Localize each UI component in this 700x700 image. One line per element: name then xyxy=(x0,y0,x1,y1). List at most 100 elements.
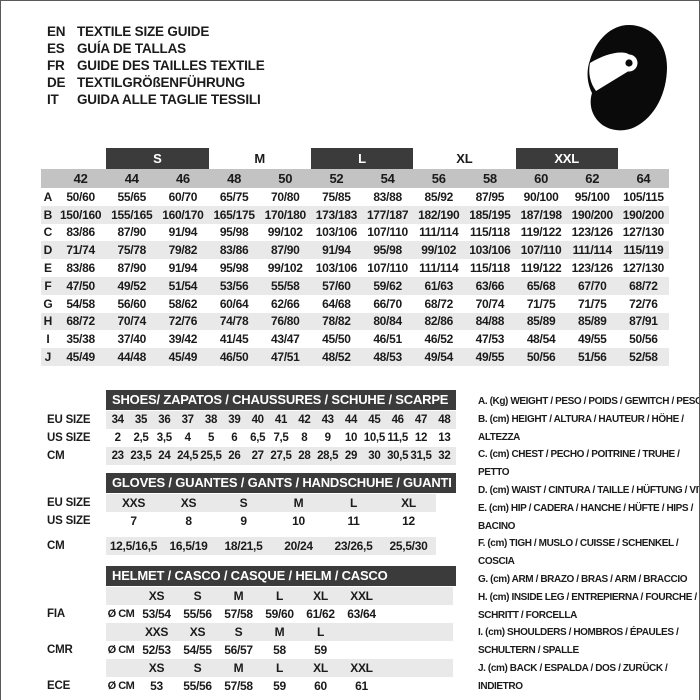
legend-item: E. (cm) HIP / CADERA / HANCHE / HÜFTE / … xyxy=(478,502,693,532)
helmet-cm-value: 55/56 xyxy=(183,607,212,621)
numeric-size-row: 42 44 46 48 50 52 54 56 58 60 62 64 xyxy=(41,169,669,188)
textile-measurement-rows: A 50/60 55/65 60/70 65/75 70/80 75/85 83/88 85/9… xyxy=(41,188,669,366)
shoe-us-size-value: 11,5 xyxy=(387,432,408,444)
shoes-us-row: 2 2,5 3,5 4 5 6 6,5 7,5 8 9 10 10,5 11,5 12 13 xyxy=(106,429,456,447)
measurement-value: 46/52 xyxy=(424,332,453,347)
shoe-us-size-value: 7,5 xyxy=(273,432,289,444)
measurement-value: 190/200 xyxy=(622,207,665,222)
numeric-size-label: 52 xyxy=(329,171,344,186)
shoe-cm-value: 26 xyxy=(228,450,241,462)
measurement-value: 57/60 xyxy=(322,278,351,293)
shoe-eu-size-value: 37 xyxy=(181,414,195,426)
measurement-value: 103/106 xyxy=(315,225,358,240)
helmet-size-label: XL xyxy=(313,661,328,675)
measurement-value: 46/50 xyxy=(219,350,249,365)
row-letter: I xyxy=(46,332,50,347)
diameter-unit-label: Ø CM xyxy=(107,608,135,620)
measurement-value: 107/110 xyxy=(367,225,408,240)
measurement-value: 119/122 xyxy=(520,225,562,240)
glove-eu-size-value: XS xyxy=(180,496,197,510)
measurement-value: 50/56 xyxy=(629,332,658,347)
measurement-value: 91/94 xyxy=(168,261,198,276)
measurement-value: 37/40 xyxy=(117,332,146,347)
shoe-eu-size-value: 42 xyxy=(298,414,311,426)
measurement-value: 48/53 xyxy=(373,350,402,365)
measurement-value: 165/175 xyxy=(213,207,255,222)
shoe-us-size-value: 4 xyxy=(184,432,191,444)
measurement-value: 95/100 xyxy=(574,189,610,204)
measurement-legend: A. (Kg) WEIGHT / PESO / POIDS / GEWITCH … xyxy=(478,393,699,696)
shoe-eu-size-value: 38 xyxy=(204,414,218,426)
shoe-cm-value: 28,5 xyxy=(317,450,339,462)
gloves-section-title: GLOVES / GUANTES / GANTS / HANDSCHUHE / … xyxy=(112,475,452,490)
glove-cm-value: 25,5/30 xyxy=(389,539,428,553)
measurement-value: 127/130 xyxy=(622,225,665,240)
shoe-cm-value: 30,5 xyxy=(387,450,409,462)
helmet-size-label: L xyxy=(316,625,325,639)
numeric-size-label: 64 xyxy=(636,171,651,186)
glove-eu-size-value: L xyxy=(349,496,358,510)
measurement-value: 65/75 xyxy=(219,189,249,204)
measurement-value: 71/74 xyxy=(66,243,95,258)
shoes-section-header: SHOES/ ZAPATOS / CHAUSSURES / SCHUHE / S… xyxy=(106,390,456,410)
glove-us-size-value: 10 xyxy=(292,514,305,528)
measurement-value: 87/91 xyxy=(629,314,658,329)
size-band-m: M xyxy=(254,151,265,166)
legend-item: F. (cm) TIGH / MUSLO / CUISSE / SCHENKEL… xyxy=(478,538,679,568)
measurement-value: 82/86 xyxy=(424,314,453,329)
measurement-row-a: A 50/60 55/65 60/70 65/75 70/80 75/85 83/88 85/9… xyxy=(41,188,669,206)
guide-title: GUÍA DE TALLAS xyxy=(77,41,186,56)
measurement-value: 49/54 xyxy=(424,350,453,365)
shoe-us-size-value: 10 xyxy=(344,432,358,444)
numeric-size-label: 42 xyxy=(73,171,88,186)
measurement-value: 70/74 xyxy=(117,314,146,329)
language-code: IT xyxy=(47,92,59,107)
measurement-value: 150/160 xyxy=(59,207,102,222)
shoe-us-size-value: 6,5 xyxy=(250,432,266,444)
helmet-size-row-fia: XS S M L XL XXL xyxy=(106,587,453,605)
shoe-eu-size-value: 36 xyxy=(158,414,171,426)
shoe-eu-size-value: 46 xyxy=(391,414,405,426)
measurement-value: 55/65 xyxy=(117,189,146,204)
measurement-value: 50/56 xyxy=(526,350,556,365)
measurement-value: 46/51 xyxy=(373,332,402,347)
helmet-size-label: XXL xyxy=(350,589,373,603)
legend-item: G. (cm) ARM / BRAZO / BRAS / ARM / BRACC… xyxy=(478,573,688,585)
measurement-value: 47/53 xyxy=(475,332,505,347)
helmet-cm-value: 63/64 xyxy=(347,607,376,621)
helmet-size-label: S xyxy=(193,589,202,603)
helmet-cm-value: 59 xyxy=(314,643,327,657)
measurement-value: 170/180 xyxy=(264,207,307,222)
helmet-size-label: M xyxy=(274,625,285,639)
shoe-eu-size-value: 48 xyxy=(438,414,451,426)
measurement-value: 51/54 xyxy=(168,278,198,293)
measurement-value: 95/98 xyxy=(373,243,402,258)
measurement-value: 72/76 xyxy=(168,314,198,329)
language-row: FR GUIDE DES TAILLES TEXTILE xyxy=(47,57,265,74)
measurement-value: 60/64 xyxy=(219,296,249,311)
language-title-list: EN TEXTILE SIZE GUIDE ES GUÍA DE TALLAS FR GU… xyxy=(47,23,265,108)
measurement-value: 56/60 xyxy=(117,296,146,311)
diameter-unit-label: Ø CM xyxy=(107,644,135,656)
measurement-value: 80/84 xyxy=(373,314,402,329)
shoes-cm-label: CM xyxy=(47,450,65,462)
measurement-value: 83/88 xyxy=(373,189,402,204)
shoe-eu-size-value: 44 xyxy=(344,414,358,426)
diameter-unit-label: Ø CM xyxy=(107,680,135,692)
shoes-us-size-label: US SIZE xyxy=(47,432,91,444)
measurement-value: 71/75 xyxy=(577,296,607,311)
measurement-value: 55/58 xyxy=(270,278,300,293)
measurement-value: 50/60 xyxy=(66,189,95,204)
helmet-size-label: S xyxy=(193,661,202,675)
gloves-section-header: GLOVES / GUANTES / GANTS / HANDSCHUHE / … xyxy=(106,473,456,493)
measurement-row-g: G 54/58 56/60 58/62 60/64 62/66 64/68 66/70 68/7… xyxy=(41,295,669,313)
numeric-size-label: 50 xyxy=(278,171,293,186)
shoe-cm-value: 30 xyxy=(368,450,381,462)
racing-helmet-icon xyxy=(579,23,669,131)
size-band-xl: XL xyxy=(456,151,473,166)
measurement-value: 75/85 xyxy=(322,189,351,204)
guide-title: TEXTILGRÖßENFÜHRUNG xyxy=(77,75,245,90)
shoe-cm-value: 27,5 xyxy=(270,450,292,462)
size-band-row: S M L XL XXL xyxy=(41,148,669,169)
measurement-value: 111/114 xyxy=(419,261,459,276)
